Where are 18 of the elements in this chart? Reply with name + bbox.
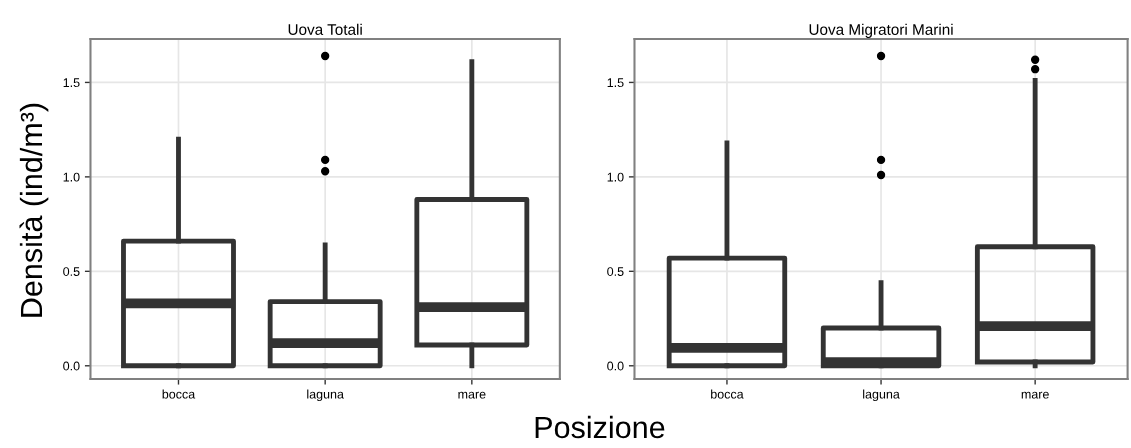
x-tick-label: laguna bbox=[863, 389, 900, 402]
chart-title: Uova Totali bbox=[288, 23, 362, 35]
y-tick-label: 1.0 bbox=[63, 172, 80, 182]
x-tick-label: bocca bbox=[162, 389, 196, 399]
x-tick-label: bocca bbox=[711, 389, 744, 399]
y-tick-label: 0.5 bbox=[63, 267, 80, 276]
x-tick-label: mare bbox=[458, 391, 486, 399]
x-axis-title: Posizione bbox=[535, 415, 665, 439]
y-tick-label: 1.0 bbox=[607, 172, 624, 182]
y-tick-label: 1.5 bbox=[63, 78, 80, 88]
chart-title: Uova Migratori Marini bbox=[809, 23, 953, 38]
y-tick-label: 0.5 bbox=[607, 267, 624, 276]
y-tick-label: 1.5 bbox=[607, 78, 624, 88]
y-axis-title: Densità (ind/m³) bbox=[19, 103, 49, 317]
y-tick-label: 0.0 bbox=[607, 361, 624, 371]
x-tick-label: mare bbox=[1021, 391, 1049, 399]
y-tick-label: 0.0 bbox=[63, 361, 80, 371]
x-tick-label: laguna bbox=[307, 389, 344, 402]
